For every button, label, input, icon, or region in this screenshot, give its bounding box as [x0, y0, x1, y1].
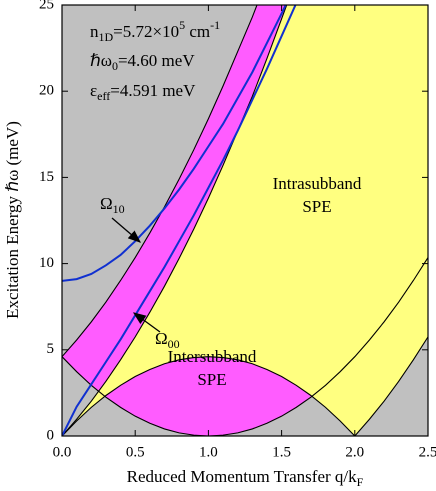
x-tick-label: 1.5: [272, 444, 291, 460]
curve: [62, 257, 428, 436]
y-tick-label: 15: [39, 169, 54, 185]
axes: 0.0 0.5 1.0 1.5 2.0 2.5 0 5 10 15 20 25: [39, 0, 436, 460]
curve-label: Ω10: [100, 194, 125, 216]
x-tick-label: 2.5: [419, 444, 436, 460]
x-tick-label: 0.5: [126, 444, 145, 460]
region-label: SPE: [302, 197, 331, 216]
annotation: εeff=4.591 meV: [90, 81, 196, 103]
regions: [62, 5, 428, 436]
y-tick-label: 10: [39, 255, 54, 271]
curves: [62, 5, 428, 436]
annotation: ℏω0=4.60 meV: [90, 51, 195, 73]
x-axis-title: Reduced Momentum Transfer q/kF: [127, 467, 364, 489]
curve: [62, 336, 428, 436]
x-tick-label: 0.0: [53, 444, 72, 460]
region-label: Intersubband: [168, 347, 257, 366]
curve: [62, 5, 297, 436]
curve-label: Ω00: [155, 329, 180, 351]
arrow: [132, 312, 161, 333]
plot-frame: [61, 4, 429, 437]
region-label: SPE: [197, 370, 226, 389]
region-fill: [62, 5, 428, 436]
y-tick-label: 25: [39, 0, 54, 12]
region-label: Intrasubband: [273, 174, 362, 193]
curve: [62, 5, 288, 436]
curve: [62, 5, 287, 282]
annotation: n1D=5.72×105 cm-1: [90, 18, 220, 44]
y-tick-label: 5: [47, 341, 55, 357]
y-tick-label: 0: [47, 427, 55, 443]
y-tick-label: 20: [39, 83, 54, 99]
arrow: [111, 217, 141, 243]
x-tick-label: 2.0: [345, 444, 364, 460]
y-axis-title: Excitation Energy ℏω (meV): [3, 121, 22, 319]
x-tick-label: 1.0: [199, 444, 218, 460]
